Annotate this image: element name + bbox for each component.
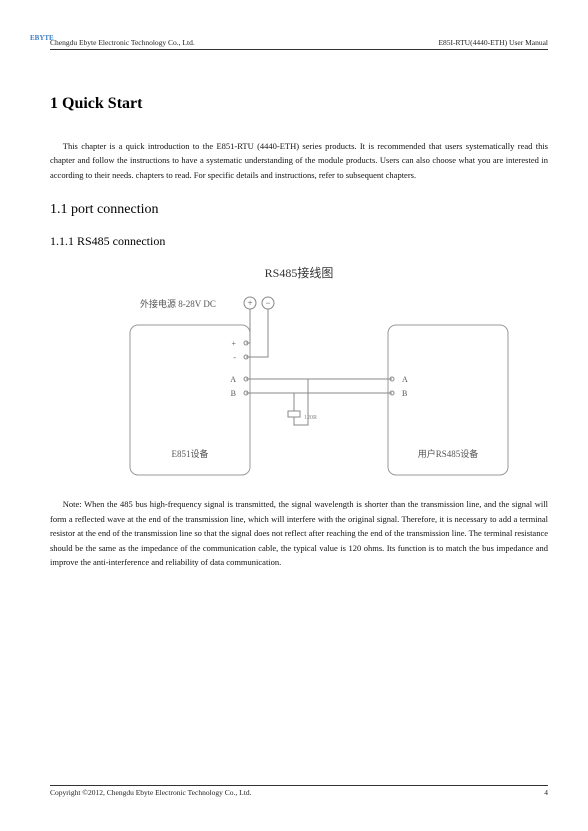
minus-symbol: −	[265, 298, 270, 308]
left-device-label: E851设备	[172, 448, 209, 459]
power-label: 外接电源 8-28V DC	[140, 298, 216, 309]
heading-quick-start: 1 Quick Start	[50, 95, 548, 113]
note-paragraph: Note: When the 485 bus high-frequency si…	[50, 497, 548, 569]
left-pin-b: B	[231, 389, 236, 398]
wire-minus	[246, 309, 268, 357]
terminal-resistor	[288, 411, 300, 417]
right-device-label: 用户RS485设备	[418, 448, 479, 459]
header-manual: E85I-RTU(4440-ETH) User Manual	[438, 38, 548, 47]
plus-symbol: +	[247, 298, 252, 308]
diagram-svg: RS485接线图 外接电源 8-28V DC + − E851设备 + - A	[50, 257, 548, 497]
footer-page-number: 4	[544, 788, 548, 797]
page-footer: Copyright ©2012, Chengdu Ebyte Electroni…	[50, 785, 548, 797]
content-area: 1 Quick Start This chapter is a quick in…	[50, 80, 548, 590]
intro-paragraph: This chapter is a quick introduction to …	[50, 139, 548, 182]
header-company: Chengdu Ebyte Electronic Technology Co.,…	[50, 38, 195, 47]
footer-copyright: Copyright ©2012, Chengdu Ebyte Electroni…	[50, 788, 251, 797]
heading-port-connection: 1.1 port connection	[50, 202, 548, 218]
left-pin-plus: +	[231, 339, 236, 348]
right-pin-b: B	[402, 389, 407, 398]
left-pin-a: A	[230, 375, 236, 384]
page-header: Chengdu Ebyte Electronic Technology Co.,…	[50, 38, 548, 50]
right-pin-a: A	[402, 375, 408, 384]
diagram-title: RS485接线图	[265, 265, 334, 280]
page: EBYTE Chengdu Ebyte Electronic Technolog…	[0, 0, 588, 831]
wiring-diagram: RS485接线图 外接电源 8-28V DC + − E851设备 + - A	[50, 257, 548, 497]
resistor-label: 120R	[304, 415, 317, 421]
heading-rs485-connection: 1.1.1 RS485 connection	[50, 234, 548, 249]
left-pin-minus: -	[233, 353, 236, 362]
